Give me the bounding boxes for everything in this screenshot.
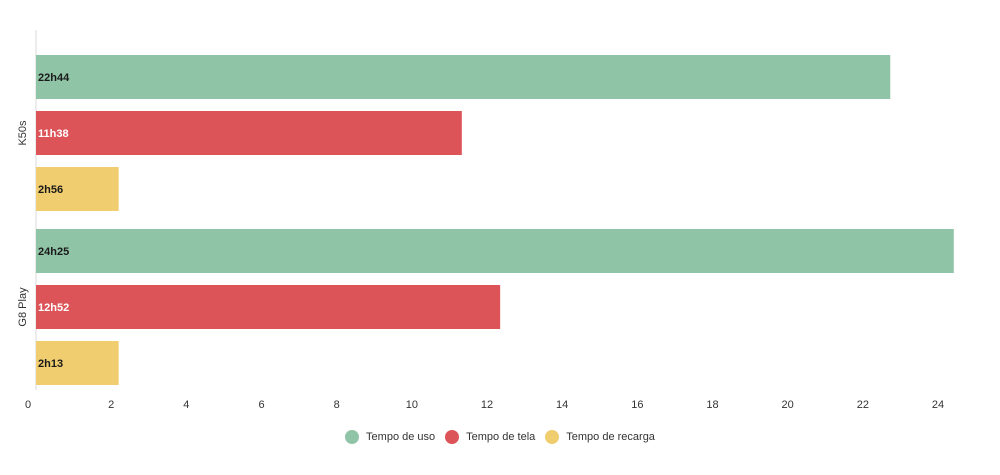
bar-g8-play-tempo-de-recarga: [36, 341, 119, 385]
x-tick-label: 10: [406, 399, 418, 411]
x-tick-label: 12: [481, 399, 493, 411]
data-label: 2h56: [38, 184, 63, 196]
legend-item: Tempo de recarga: [545, 430, 655, 444]
legend-item: Tempo de uso: [345, 430, 435, 444]
data-label: 24h25: [38, 246, 69, 258]
legend-swatch: [445, 430, 460, 444]
legend-label: Tempo de tela: [466, 431, 536, 443]
legend-item: Tempo de tela: [445, 430, 535, 444]
x-tick-label: 20: [782, 399, 794, 411]
bar-k50s-tempo-de-uso: [36, 55, 891, 99]
bars-group: 22h44 11h38 2h56 24h25 12h52 2h13: [36, 55, 954, 385]
legend-label: Tempo de uso: [366, 431, 436, 443]
x-tick-label: 18: [706, 399, 718, 411]
x-tick-label: 16: [631, 399, 643, 411]
legend-swatch: [345, 430, 360, 444]
x-axis-ticks: 0 2 4 6 8 10 12 14 16 18 20 22 24: [25, 399, 944, 411]
bar-k50s-tempo-de-recarga: [36, 167, 119, 211]
bar-g8-play-tempo-de-tela: [36, 285, 501, 329]
x-tick-label: 8: [334, 399, 340, 411]
chart-legend: Tempo de uso Tempo de tela Tempo de recarg…: [0, 430, 1000, 444]
data-label: 2h13: [38, 358, 63, 370]
x-tick-label: 0: [25, 399, 31, 411]
x-tick-label: 14: [556, 399, 568, 411]
category-label: G8 Play: [17, 287, 29, 327]
data-label: 12h52: [38, 302, 69, 314]
bar-g8-play-tempo-de-uso: [36, 229, 954, 273]
x-tick-label: 4: [183, 399, 189, 411]
data-label: 11h38: [38, 128, 69, 140]
category-label: K50s: [17, 120, 29, 146]
data-label: 22h44: [38, 72, 70, 84]
legend-label: Tempo de recarga: [566, 431, 655, 443]
x-tick-label: 24: [932, 399, 944, 411]
category-labels: K50s G8 Play: [17, 120, 29, 327]
x-tick-label: 2: [108, 399, 114, 411]
legend-swatch: [545, 430, 560, 444]
bar-k50s-tempo-de-tela: [36, 111, 462, 155]
x-tick-label: 22: [857, 399, 869, 411]
x-tick-label: 6: [258, 399, 264, 411]
